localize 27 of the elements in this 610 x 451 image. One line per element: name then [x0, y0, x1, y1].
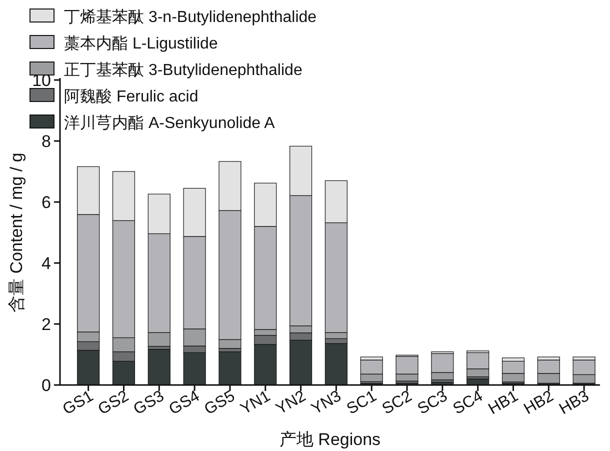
- x-tick-label: SC3: [414, 388, 451, 418]
- x-tick-label: GS5: [202, 388, 238, 418]
- legend-label: 藁本内酯 L-Ligustilide: [64, 34, 218, 52]
- x-tick-label: HB1: [486, 388, 522, 418]
- x-tick-label: GS3: [130, 388, 168, 418]
- x-tick-label: HB2: [521, 388, 557, 418]
- y-tick-label: 4: [42, 254, 51, 273]
- y-tick-label: 0: [42, 376, 51, 395]
- x-tick-label: SC1: [344, 388, 380, 418]
- y-tick-label: 8: [42, 132, 51, 151]
- x-tick-label: YN2: [273, 388, 309, 418]
- x-tick-label: HB3: [556, 388, 592, 418]
- y-tick-label: 6: [42, 193, 51, 212]
- x-tick-label: GS1: [60, 388, 96, 418]
- y-axis-title: 含量 Content / mg / g: [7, 152, 26, 312]
- x-axis-title: 产地 Regions: [279, 430, 381, 449]
- x-tick-label: YN3: [308, 388, 344, 418]
- x-tick-label: SC4: [450, 388, 486, 418]
- x-tick-label: SC2: [380, 388, 416, 418]
- y-tick-label: 2: [42, 315, 51, 334]
- x-tick-label: YN1: [238, 388, 274, 418]
- legend-label: 丁烯基苯酞 3-n-Butylidenephthalide: [64, 8, 317, 26]
- legend-label: 阿魏酸 Ferulic acid: [64, 88, 198, 106]
- x-tick-label: GS4: [166, 388, 203, 418]
- x-tick-label: GS2: [96, 388, 132, 418]
- legend-label: 正丁基苯酞 3-Butylidenephthalide: [64, 61, 302, 79]
- legend-label: 洋川芎内酯 A-Senkyunolide A: [64, 114, 276, 132]
